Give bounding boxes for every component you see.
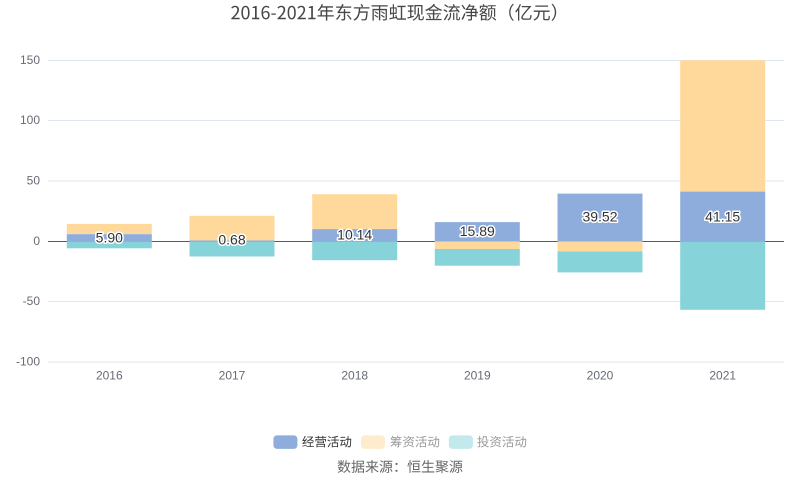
svg-text:2021: 2021 (709, 369, 736, 383)
svg-text:2017: 2017 (219, 369, 246, 383)
svg-text:2019: 2019 (464, 369, 491, 383)
svg-text:41.15: 41.15 (705, 208, 740, 224)
svg-text:10.14: 10.14 (337, 227, 372, 243)
svg-text:15.89: 15.89 (460, 223, 495, 239)
svg-text:2018: 2018 (341, 369, 368, 383)
svg-text:-50: -50 (23, 294, 41, 308)
svg-text:0: 0 (33, 234, 40, 248)
svg-text:39.52: 39.52 (582, 209, 617, 225)
svg-text:50: 50 (27, 174, 41, 188)
svg-text:2020: 2020 (587, 369, 614, 383)
svg-text:2016: 2016 (96, 369, 123, 383)
svg-text:100: 100 (20, 113, 40, 127)
svg-text:5.90: 5.90 (96, 229, 123, 245)
svg-text:0.68: 0.68 (218, 232, 245, 248)
svg-text:-100: -100 (16, 355, 40, 369)
svg-text:150: 150 (20, 53, 40, 67)
